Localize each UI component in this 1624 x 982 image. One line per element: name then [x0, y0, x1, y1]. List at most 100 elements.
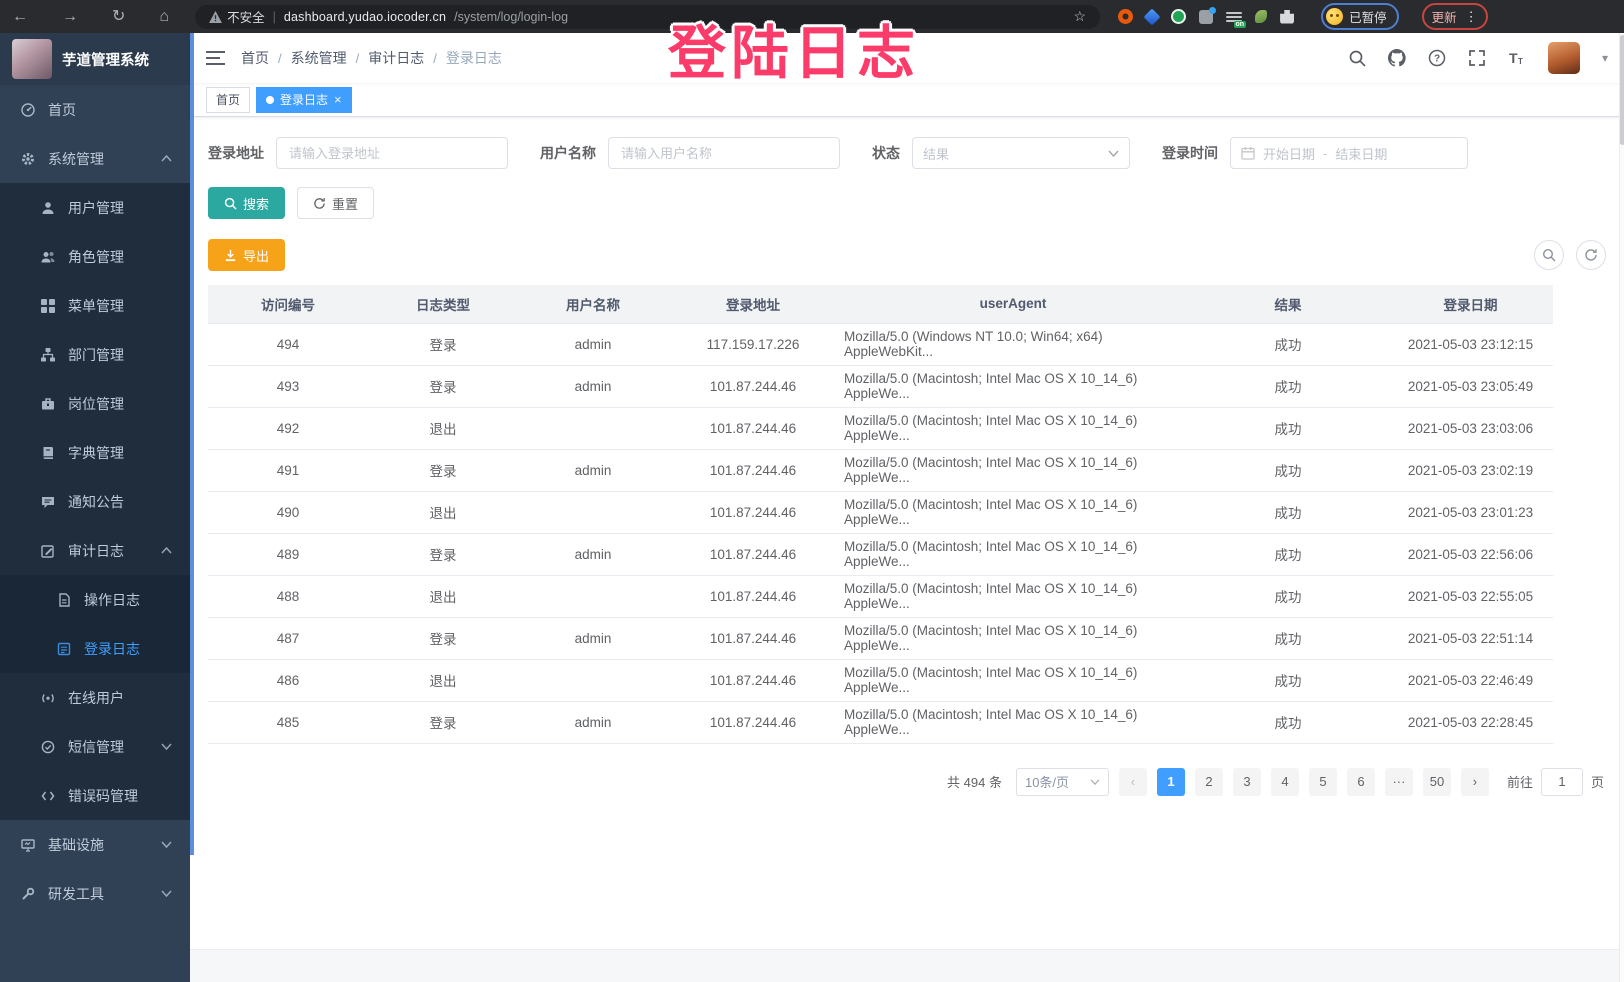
hamburger-icon[interactable] — [206, 50, 225, 66]
sidebar-item-audit-log[interactable]: 审计日志 — [0, 526, 190, 575]
breadcrumb-system[interactable]: 系统管理 — [290, 50, 347, 66]
cell-user-agent: Mozilla/5.0 (Macintosh; Intel Mac OS X 1… — [838, 575, 1188, 618]
sidebar-item-notice-announcement[interactable]: 通知公告 — [0, 477, 190, 526]
page-button-2[interactable]: 2 — [1194, 767, 1223, 796]
tag-close-icon[interactable]: × — [334, 92, 342, 107]
cell-visit-id: 491 — [208, 449, 368, 492]
github-icon[interactable] — [1387, 49, 1406, 67]
table-row[interactable]: 487 登录 admin 101.87.244.46 Mozilla/5.0 (… — [208, 617, 1553, 660]
sidebar-item-operate-log[interactable]: 操作日志 — [0, 575, 190, 624]
sidebar-item-post-management[interactable]: 岗位管理 — [0, 379, 190, 428]
sidebar-item-label: 在线用户 — [68, 689, 124, 706]
sidebar-item-error-code-management[interactable]: 错误码管理 — [0, 771, 190, 820]
table-row[interactable]: 492 退出 101.87.244.46 Mozilla/5.0 (Macint… — [208, 407, 1553, 450]
prev-page-button[interactable]: ‹ — [1118, 767, 1147, 796]
search-button[interactable]: 搜索 — [208, 187, 286, 219]
security-chip[interactable]: 不安全 — [209, 7, 265, 26]
export-button[interactable]: 导出 — [208, 239, 286, 271]
end-date-placeholder: 结束日期 — [1335, 146, 1388, 162]
cell-log-type: 登录 — [368, 533, 518, 576]
sidebar-item-dev-tools[interactable]: 研发工具 — [0, 869, 190, 918]
tag-home[interactable]: 首页 — [206, 86, 251, 113]
home-icon[interactable]: ⌂ — [159, 7, 170, 25]
cell-user-agent: Mozilla/5.0 (Macintosh; Intel Mac OS X 1… — [838, 449, 1188, 492]
more-pages-button[interactable]: ··· — [1384, 767, 1413, 796]
bookmark-star-icon[interactable]: ☆ — [1073, 8, 1087, 24]
page-button-4[interactable]: 4 — [1270, 767, 1299, 796]
avatar-caret-down-icon[interactable]: ▾ — [1601, 51, 1608, 65]
reload-icon[interactable]: ↻ — [112, 7, 126, 25]
browser-update-chip[interactable]: 更新 ⋮ — [1421, 3, 1488, 30]
table-row[interactable]: 491 登录 admin 101.87.244.46 Mozilla/5.0 (… — [208, 449, 1553, 492]
header-search-icon[interactable] — [1348, 49, 1366, 67]
scrollbar-thumb[interactable] — [1620, 35, 1624, 145]
sidebar-item-user-management[interactable]: 用户管理 — [0, 183, 190, 232]
status-select[interactable]: 结果 — [912, 137, 1130, 169]
help-icon[interactable]: ? — [1428, 49, 1446, 67]
page-button-50[interactable]: 50 — [1422, 767, 1451, 796]
table-row[interactable]: 485 登录 admin 101.87.244.46 Mozilla/5.0 (… — [208, 701, 1553, 744]
table-row[interactable]: 490 退出 101.87.244.46 Mozilla/5.0 (Macint… — [208, 491, 1553, 534]
sidebar-item-infrastructure[interactable]: 基础设施 — [0, 820, 190, 869]
page-button-5[interactable]: 5 — [1308, 767, 1337, 796]
username-input[interactable] — [608, 137, 840, 169]
browser-profile-chip[interactable]: 已暂停 — [1321, 3, 1399, 30]
browser-menu-icon[interactable]: ⋮ — [1464, 8, 1478, 24]
sidebar-item-role-management[interactable]: 角色管理 — [0, 232, 190, 281]
user-avatar[interactable] — [1547, 42, 1580, 74]
cell-login-date: 2021-05-03 23:12:15 — [1388, 323, 1553, 366]
sidebar-item-sms-management[interactable]: 短信管理 — [0, 722, 190, 771]
sidebar-logo-row[interactable]: 芋道管理系统 — [0, 33, 190, 85]
login-time-label: 登录时间 — [1162, 145, 1218, 161]
table-row[interactable]: 488 退出 101.87.244.46 Mozilla/5.0 (Macint… — [208, 575, 1553, 618]
refresh-table-button[interactable] — [1576, 240, 1606, 270]
on-badge: on — [1233, 20, 1247, 28]
sidebar-item-department-management[interactable]: 部门管理 — [0, 330, 190, 379]
address-input[interactable] — [276, 137, 508, 169]
forward-icon[interactable]: → — [62, 7, 78, 25]
table-row[interactable]: 486 退出 101.87.244.46 Mozilla/5.0 (Macint… — [208, 659, 1553, 702]
page-button-1[interactable]: 1 — [1156, 767, 1185, 796]
next-page-button[interactable]: › — [1460, 767, 1489, 796]
gear-icon — [20, 151, 35, 166]
breadcrumb-audit-log[interactable]: 审计日志 — [368, 50, 425, 66]
cell-username: admin — [518, 617, 668, 660]
puzzle-extensions-icon[interactable] — [1280, 9, 1295, 24]
sidebar-item-login-log[interactable]: 登录日志 — [0, 624, 190, 673]
sidebar-item-home[interactable]: 首页 — [0, 85, 190, 134]
menu-grid-icon — [40, 298, 55, 313]
browser-scrollbar[interactable] — [1619, 33, 1624, 982]
back-icon[interactable]: ← — [12, 7, 28, 25]
cell-visit-id: 494 — [208, 323, 368, 366]
extension-icon-tab-manager[interactable]: on — [1226, 10, 1247, 28]
sidebar-item-label: 岗位管理 — [68, 395, 124, 412]
toggle-search-button[interactable] — [1534, 240, 1564, 270]
fullscreen-icon[interactable] — [1468, 49, 1486, 67]
warning-icon — [209, 10, 223, 23]
sidebar-item-online-users[interactable]: 在线用户 — [0, 673, 190, 722]
active-dot — [266, 95, 275, 104]
sidebar-item-system-management[interactable]: 系统管理 — [0, 134, 190, 183]
extension-icon-orange[interactable] — [1118, 9, 1134, 24]
table-row[interactable]: 493 登录 admin 101.87.244.46 Mozilla/5.0 (… — [208, 365, 1553, 408]
chevron-down-icon — [1108, 149, 1119, 157]
extension-icon-gem[interactable] — [1143, 8, 1161, 25]
date-range-picker[interactable]: 开始日期 - 结束日期 — [1230, 137, 1468, 169]
page-size-select[interactable]: 10条/页 — [1015, 767, 1109, 796]
extension-icon-green[interactable] — [1171, 9, 1187, 24]
extension-icon-sprout[interactable] — [1255, 10, 1268, 23]
reset-button[interactable]: 重置 — [297, 187, 375, 219]
sidebar-item-dict-management[interactable]: 字典管理 — [0, 428, 190, 477]
sidebar-scrollbar[interactable] — [190, 33, 194, 855]
table-row[interactable]: 494 登录 admin 117.159.17.226 Mozilla/5.0 … — [208, 323, 1553, 366]
page-button-6[interactable]: 6 — [1346, 767, 1375, 796]
extension-icon-grey[interactable] — [1199, 6, 1217, 24]
page-button-3[interactable]: 3 — [1232, 767, 1261, 796]
tag-login-log[interactable]: 登录日志 × — [256, 86, 352, 113]
address-bar[interactable]: 不安全 | dashboard.yudao.iocoder.cn/system/… — [195, 4, 1101, 29]
breadcrumb-home[interactable]: 首页 — [241, 50, 269, 66]
sidebar-item-menu-management[interactable]: 菜单管理 — [0, 281, 190, 330]
goto-page-input[interactable] — [1540, 767, 1583, 796]
table-row[interactable]: 489 登录 admin 101.87.244.46 Mozilla/5.0 (… — [208, 533, 1553, 576]
